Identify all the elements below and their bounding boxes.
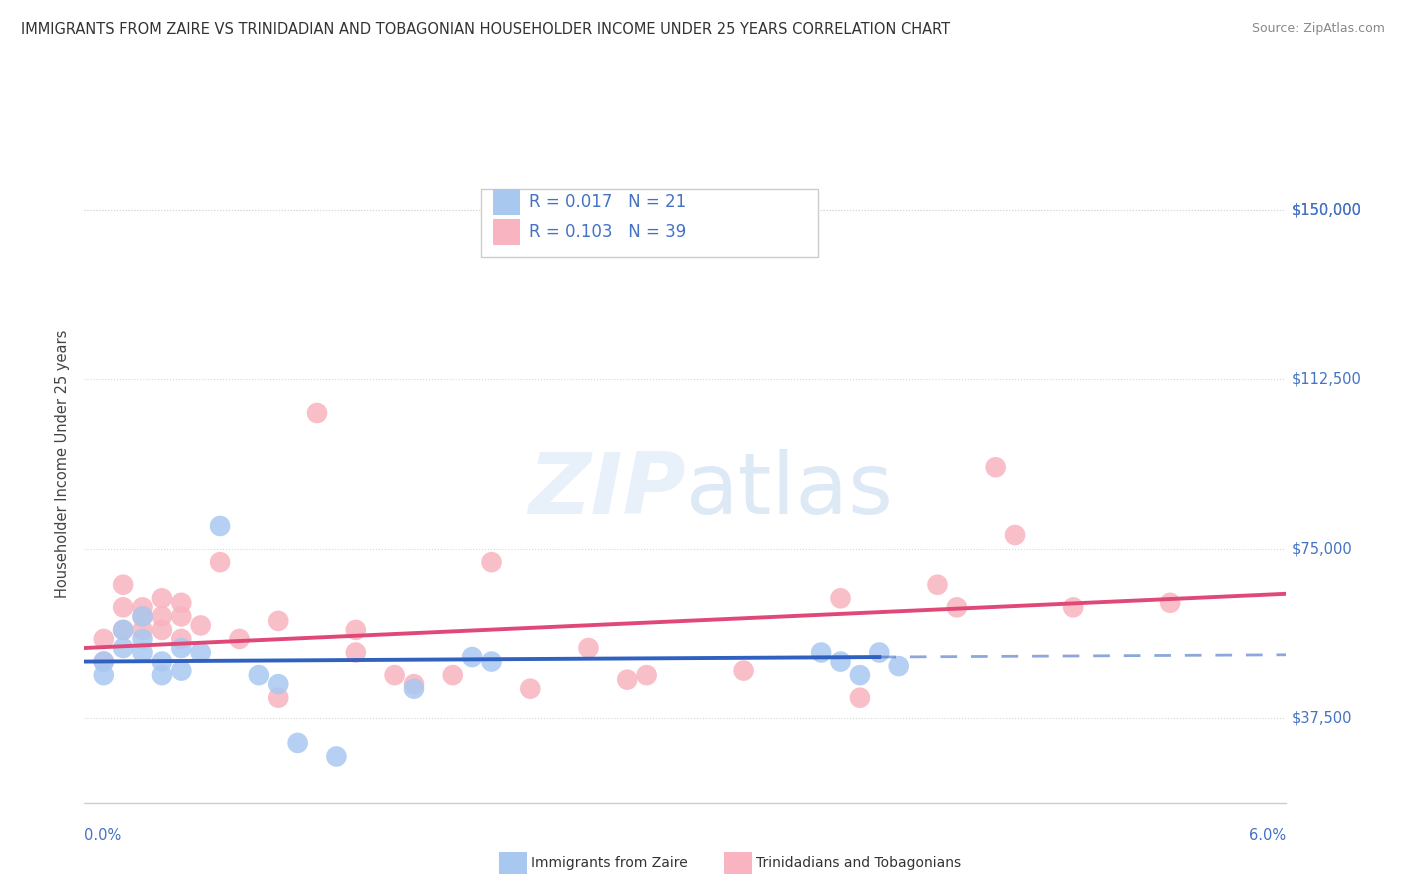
Point: [810, 646, 832, 660]
Point: [287, 736, 309, 750]
Text: IMMIGRANTS FROM ZAIRE VS TRINIDADIAN AND TOBAGONIAN HOUSEHOLDER INCOME UNDER 25 : IMMIGRANTS FROM ZAIRE VS TRINIDADIAN AND…: [21, 22, 950, 37]
Point: [267, 677, 290, 691]
Text: 0.0%: 0.0%: [84, 828, 121, 843]
Point: [636, 668, 658, 682]
Point: [131, 600, 153, 615]
Point: [93, 668, 115, 682]
Point: [170, 609, 193, 624]
Text: $37,500: $37,500: [1292, 711, 1353, 725]
Y-axis label: Householder Income Under 25 years: Householder Income Under 25 years: [55, 330, 70, 598]
Point: [305, 406, 328, 420]
Point: [402, 677, 425, 691]
Point: [519, 681, 541, 696]
Point: [868, 646, 890, 660]
Point: [112, 600, 135, 615]
Point: [830, 591, 852, 606]
Point: [267, 614, 290, 628]
Point: [150, 623, 173, 637]
Text: $150,000: $150,000: [1292, 202, 1362, 217]
Point: [228, 632, 250, 646]
Point: [150, 655, 173, 669]
Point: [578, 640, 600, 655]
Point: [247, 668, 270, 682]
Point: [1004, 528, 1026, 542]
Point: [441, 668, 464, 682]
Text: R = 0.103   N = 39: R = 0.103 N = 39: [529, 223, 686, 241]
Point: [267, 690, 290, 705]
Point: [112, 640, 135, 655]
Point: [170, 632, 193, 646]
Point: [830, 655, 852, 669]
Text: ZIP: ZIP: [527, 450, 686, 533]
Text: $75,000: $75,000: [1292, 541, 1353, 556]
Point: [481, 655, 503, 669]
Text: Immigrants from Zaire: Immigrants from Zaire: [531, 856, 688, 870]
Point: [131, 632, 153, 646]
Point: [849, 668, 872, 682]
Point: [209, 555, 232, 569]
Point: [170, 640, 193, 655]
Point: [402, 681, 425, 696]
Text: Trinidadians and Tobagonians: Trinidadians and Tobagonians: [756, 856, 962, 870]
Point: [112, 578, 135, 592]
Point: [946, 600, 969, 615]
Point: [733, 664, 755, 678]
Point: [131, 646, 153, 660]
Point: [344, 646, 367, 660]
Point: [131, 609, 153, 624]
Point: [1062, 600, 1084, 615]
Text: R = 0.017   N = 21: R = 0.017 N = 21: [529, 194, 686, 211]
Point: [984, 460, 1007, 475]
Point: [112, 623, 135, 637]
Point: [93, 632, 115, 646]
Point: [170, 596, 193, 610]
Point: [616, 673, 638, 687]
Point: [131, 623, 153, 637]
Point: [1159, 596, 1181, 610]
Point: [93, 655, 115, 669]
Point: [93, 655, 115, 669]
Text: $150,000: $150,000: [1292, 202, 1362, 217]
Point: [325, 749, 347, 764]
Point: [384, 668, 406, 682]
Point: [927, 578, 949, 592]
Point: [112, 623, 135, 637]
Point: [131, 609, 153, 624]
Point: [190, 618, 212, 632]
Point: [887, 659, 910, 673]
Point: [344, 623, 367, 637]
Text: 6.0%: 6.0%: [1250, 828, 1286, 843]
Point: [209, 519, 232, 533]
Point: [150, 609, 173, 624]
Point: [150, 668, 173, 682]
Text: $112,500: $112,500: [1292, 372, 1362, 386]
Point: [849, 690, 872, 705]
Text: atlas: atlas: [686, 450, 893, 533]
Point: [190, 646, 212, 660]
Point: [461, 650, 484, 665]
Point: [170, 664, 193, 678]
Text: Source: ZipAtlas.com: Source: ZipAtlas.com: [1251, 22, 1385, 36]
Point: [150, 591, 173, 606]
Point: [481, 555, 503, 569]
